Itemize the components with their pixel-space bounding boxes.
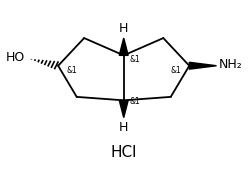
Text: &1: &1 <box>130 55 141 64</box>
Text: &1: &1 <box>67 66 77 75</box>
Text: HO: HO <box>5 51 25 65</box>
Polygon shape <box>119 100 128 118</box>
Text: &1: &1 <box>130 97 141 106</box>
Text: HCl: HCl <box>111 145 137 160</box>
Text: H: H <box>119 22 128 35</box>
Text: &1: &1 <box>171 66 182 75</box>
Text: H: H <box>119 121 128 134</box>
Polygon shape <box>189 62 217 69</box>
Text: NH₂: NH₂ <box>219 57 243 71</box>
Polygon shape <box>119 38 128 55</box>
